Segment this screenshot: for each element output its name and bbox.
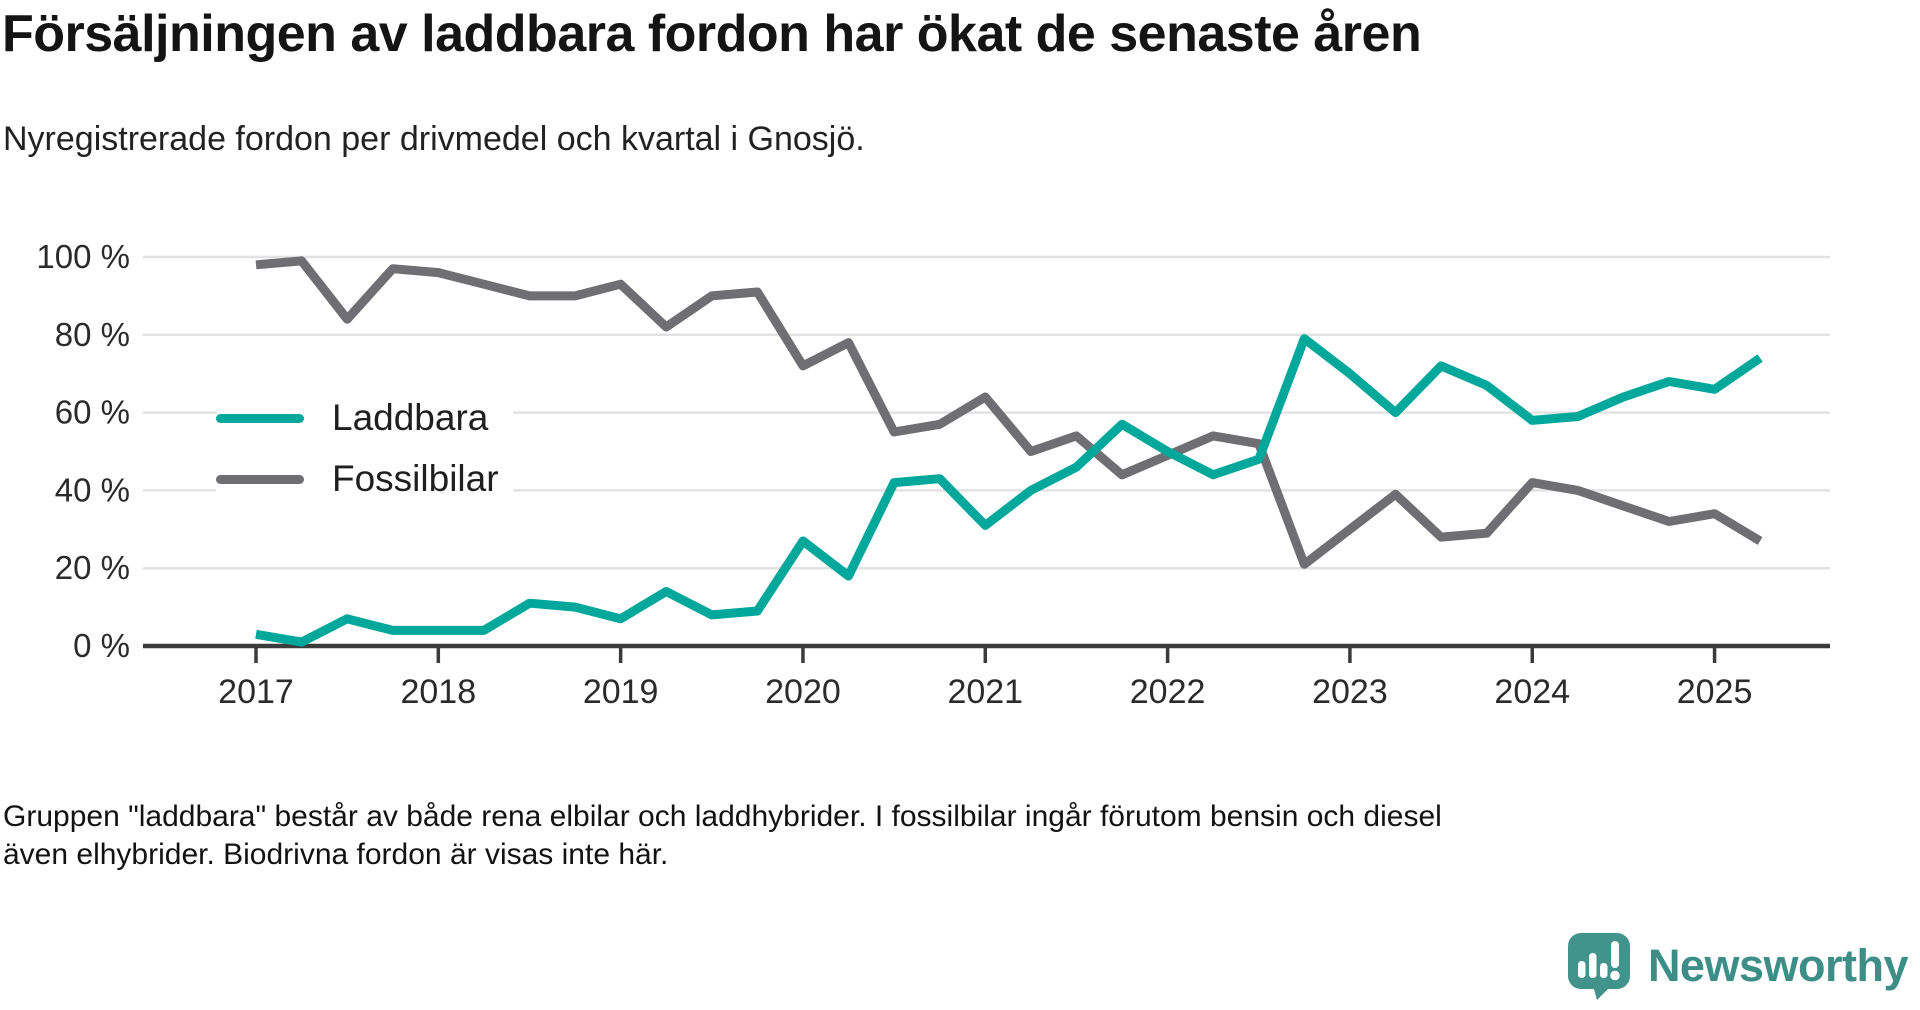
y-axis-tick-label: 80 % bbox=[55, 316, 130, 353]
legend-label-laddbara: Laddbara bbox=[332, 397, 489, 438]
y-axis-tick-label: 60 % bbox=[55, 394, 130, 431]
legend-item-laddbara: Laddbara bbox=[216, 396, 513, 441]
chart-legend: Laddbara Fossilbilar bbox=[216, 396, 513, 502]
newsworthy-logo-text: Newsworthy bbox=[1647, 940, 1909, 991]
newsworthy-logo: Newsworthy bbox=[1566, 932, 1909, 1000]
page-title: Försäljningen av laddbara fordon har öka… bbox=[2, 5, 1422, 63]
legend-label-fossilbilar: Fossilbilar bbox=[332, 457, 499, 499]
fossilbilar-line bbox=[255, 256, 1763, 569]
legend-item-fossilbilar: Fossilbilar bbox=[216, 456, 513, 502]
fossilbilar-line-swatch bbox=[216, 474, 304, 484]
chart-subtitle: Nyregistrerade fordon per drivmedel och … bbox=[3, 120, 865, 158]
x-axis-tick-label: 2017 bbox=[218, 673, 294, 711]
laddbara-line-swatch bbox=[216, 413, 304, 423]
laddbara-line bbox=[255, 334, 1763, 647]
x-axis-tick-label: 2025 bbox=[1677, 673, 1753, 711]
x-axis-tick-label: 2024 bbox=[1494, 673, 1570, 711]
x-axis-tick-label: 2023 bbox=[1312, 673, 1388, 711]
y-axis-tick-label: 20 % bbox=[55, 549, 130, 586]
x-axis-tick-label: 2020 bbox=[765, 673, 841, 711]
x-axis-tick-label: 2022 bbox=[1130, 673, 1206, 711]
newsworthy-speech-bubble-chart-icon bbox=[1567, 933, 1630, 1000]
y-axis-tick-label: 40 % bbox=[55, 471, 130, 508]
x-axis-tick-label: 2018 bbox=[400, 673, 476, 711]
x-axis-tick-label: 2019 bbox=[583, 673, 659, 711]
x-axis-tick-label: 2021 bbox=[947, 673, 1023, 711]
chart-footnote: Gruppen "laddbara" består av både rena e… bbox=[3, 800, 1442, 872]
y-axis-tick-label: 100 % bbox=[36, 238, 130, 275]
y-axis-tick-label: 0 % bbox=[73, 627, 130, 664]
line-chart: 0 % 20 % 40 % 60 % 80 % 100 % 2017 2018 2019 2020… bbox=[36, 238, 1830, 711]
